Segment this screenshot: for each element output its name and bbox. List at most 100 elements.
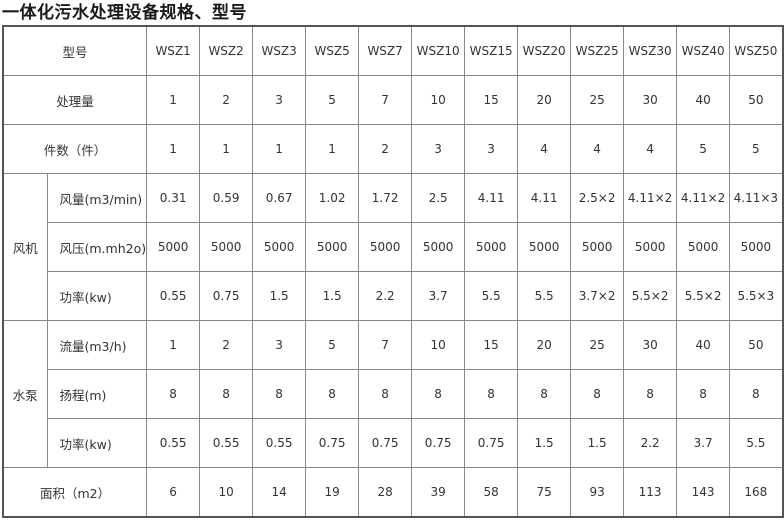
table-cell: 5 bbox=[305, 75, 360, 125]
table-cell: 30 bbox=[623, 320, 678, 370]
table-cell: 5000 bbox=[623, 222, 678, 272]
table-cell: 5.5×2 bbox=[676, 271, 731, 321]
table-cell: 1.5 bbox=[570, 418, 625, 468]
table-cell: 10 bbox=[199, 467, 254, 518]
row-label: 功率(kw) bbox=[46, 271, 148, 321]
table-cell: 0.59 bbox=[199, 173, 254, 223]
table-cell: 15 bbox=[464, 75, 519, 125]
table-cell: 5.5 bbox=[517, 271, 572, 321]
row-label: 件数（件） bbox=[2, 124, 148, 174]
table-cell: 0.55 bbox=[146, 271, 201, 321]
row-label: 流量(m3/h) bbox=[46, 320, 148, 370]
table-row: 扬程(m) 8 8 8 8 8 8 8 8 8 8 8 8 bbox=[3, 369, 784, 419]
table-cell: 0.55 bbox=[252, 418, 307, 468]
table-cell: 2 bbox=[199, 320, 254, 370]
table-cell: 5000 bbox=[305, 222, 360, 272]
table-cell: 5000 bbox=[358, 222, 413, 272]
table-cell: 5 bbox=[676, 124, 731, 174]
group-label: 水泵 bbox=[2, 320, 48, 468]
table-cell: 5000 bbox=[411, 222, 466, 272]
table-cell: 5 bbox=[305, 320, 360, 370]
table-cell: 40 bbox=[676, 75, 731, 125]
table-cell: 7 bbox=[358, 320, 413, 370]
table-row: 水泵 流量(m3/h) 1 2 3 5 7 10 15 20 25 30 40 50 bbox=[2, 320, 784, 468]
table-cell: 20 bbox=[517, 75, 572, 125]
table-cell: 0.67 bbox=[252, 173, 307, 223]
table-cell: 39 bbox=[411, 467, 466, 518]
table-cell: 7 bbox=[358, 75, 413, 125]
table-cell: 8 bbox=[729, 369, 784, 419]
table-row: 处理量 1 2 3 5 7 10 15 20 25 30 40 50 bbox=[2, 75, 784, 125]
row-label: 面积（m2） bbox=[2, 467, 148, 518]
table-cell: 1 bbox=[305, 124, 360, 174]
table-cell: 8 bbox=[623, 369, 678, 419]
table-cell: 1 bbox=[252, 124, 307, 174]
table-cell: 5000 bbox=[517, 222, 572, 272]
table-cell: 5.5×3 bbox=[729, 271, 784, 321]
page-title: 一体化污水处理设备规格、型号 bbox=[2, 3, 247, 23]
model-header: WSZ40 bbox=[676, 25, 731, 76]
table-cell: 5000 bbox=[570, 222, 625, 272]
table-row: 件数（件） 1 1 1 1 2 3 3 4 4 4 5 5 bbox=[2, 124, 784, 174]
model-header: WSZ7 bbox=[358, 25, 413, 76]
table-cell: 3.7×2 bbox=[570, 271, 625, 321]
table-cell: 30 bbox=[623, 75, 678, 125]
table-cell: 8 bbox=[305, 369, 360, 419]
table-cell: 1 bbox=[146, 320, 201, 370]
model-header: WSZ3 bbox=[252, 25, 307, 76]
table-cell: 28 bbox=[358, 467, 413, 518]
table-cell: 19 bbox=[305, 467, 360, 518]
row-label: 风量(m3/min) bbox=[46, 173, 148, 223]
table-cell: 5000 bbox=[146, 222, 201, 272]
table-cell: 0.75 bbox=[199, 271, 254, 321]
model-header: WSZ1 bbox=[146, 25, 201, 76]
table-cell: 6 bbox=[146, 467, 201, 518]
table-cell: 3 bbox=[464, 124, 519, 174]
table-cell: 1 bbox=[146, 75, 201, 125]
table-cell: 10 bbox=[411, 320, 466, 370]
table-row: 面积（m2） 6 10 14 19 28 39 58 75 93 113 143 168 bbox=[2, 467, 784, 518]
table-cell: 0.55 bbox=[199, 418, 254, 468]
table-cell: 5 bbox=[729, 124, 784, 174]
header-row: 型号 WSZ1 WSZ2 WSZ3 WSZ5 WSZ7 WSZ10 WSZ15 WSZ20 WSZ… bbox=[2, 25, 784, 76]
table-cell: 1.5 bbox=[252, 271, 307, 321]
table-cell: 3 bbox=[252, 320, 307, 370]
table-cell: 0.31 bbox=[146, 173, 201, 223]
table-cell: 1.02 bbox=[305, 173, 360, 223]
table-cell: 2.5×2 bbox=[570, 173, 625, 223]
table-cell: 4.11×2 bbox=[623, 173, 678, 223]
table-cell: 4.11×3 bbox=[729, 173, 784, 223]
spec-table: 型号 WSZ1 WSZ2 WSZ3 WSZ5 WSZ7 WSZ10 WSZ15 WSZ20 WSZ… bbox=[2, 25, 784, 518]
table-cell: 4.11 bbox=[464, 173, 519, 223]
table-cell: 25 bbox=[570, 320, 625, 370]
table-cell: 8 bbox=[676, 369, 731, 419]
table-cell: 4.11×2 bbox=[676, 173, 731, 223]
table-cell: 20 bbox=[517, 320, 572, 370]
table-cell: 8 bbox=[252, 369, 307, 419]
table-cell: 3 bbox=[411, 124, 466, 174]
table-cell: 8 bbox=[517, 369, 572, 419]
table-cell: 3.7 bbox=[676, 418, 731, 468]
table-cell: 143 bbox=[676, 467, 731, 518]
table-cell: 25 bbox=[570, 75, 625, 125]
table-cell: 4 bbox=[517, 124, 572, 174]
table-cell: 8 bbox=[146, 369, 201, 419]
table-cell: 50 bbox=[729, 320, 784, 370]
model-header: WSZ5 bbox=[305, 25, 360, 76]
table-cell: 5000 bbox=[199, 222, 254, 272]
table-cell: 0.55 bbox=[146, 418, 201, 468]
table-cell: 8 bbox=[464, 369, 519, 419]
table-cell: 0.75 bbox=[358, 418, 413, 468]
model-header: WSZ2 bbox=[199, 25, 254, 76]
table-cell: 4 bbox=[623, 124, 678, 174]
table-cell: 8 bbox=[358, 369, 413, 419]
table-cell: 3 bbox=[252, 75, 307, 125]
table-cell: 2.5 bbox=[411, 173, 466, 223]
table-cell: 5000 bbox=[676, 222, 731, 272]
row-label: 处理量 bbox=[2, 75, 148, 125]
row-label: 风压(m.mh2o) bbox=[46, 222, 148, 272]
table-cell: 2 bbox=[358, 124, 413, 174]
table-cell: 5.5×2 bbox=[623, 271, 678, 321]
table-cell: 0.75 bbox=[464, 418, 519, 468]
table-cell: 15 bbox=[464, 320, 519, 370]
